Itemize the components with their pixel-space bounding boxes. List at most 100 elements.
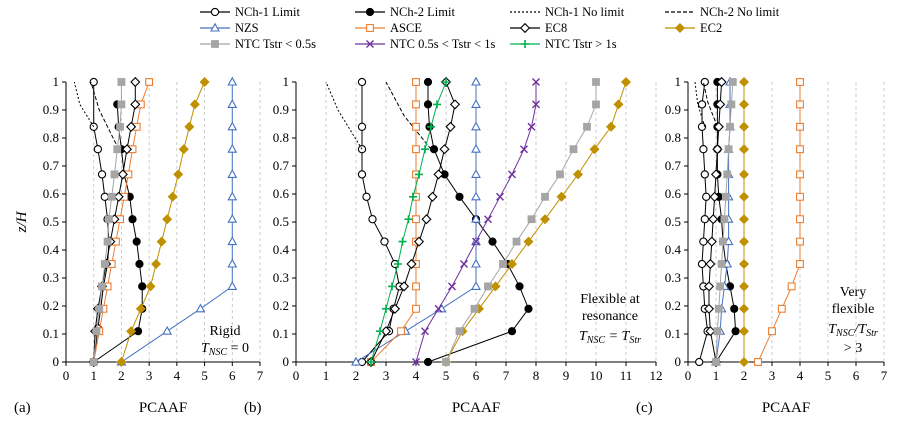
data-point — [471, 143, 481, 153]
data-point — [178, 144, 189, 155]
data-point — [705, 326, 716, 337]
data-point — [412, 304, 420, 313]
data-point — [184, 121, 195, 132]
data-point — [151, 258, 162, 270]
svg-text:flexible: flexible — [832, 302, 875, 317]
data-point — [539, 214, 551, 225]
series-ntc-tstr-0-5s — [442, 78, 600, 366]
data-point — [357, 77, 367, 87]
x-tick-label: 7 — [503, 368, 510, 383]
y-tick-label: 1 — [53, 74, 60, 89]
series-ec8 — [365, 76, 461, 368]
data-point — [110, 170, 119, 179]
data-point — [362, 192, 371, 201]
legend-marker — [211, 40, 219, 48]
series-nch-1-no-limit — [73, 81, 95, 128]
data-point — [488, 237, 497, 246]
data-point — [471, 169, 481, 178]
data-point — [709, 191, 720, 202]
data-point — [738, 191, 750, 202]
data-point — [702, 192, 711, 201]
y-tick-label: 0.9 — [273, 102, 289, 117]
data-point — [738, 356, 750, 368]
data-point — [429, 145, 439, 154]
x-tick-label: 2 — [741, 368, 748, 383]
data-point — [97, 170, 107, 179]
data-point — [471, 99, 481, 108]
data-point — [705, 258, 716, 270]
y-tick-label: 0 — [283, 354, 290, 369]
data-point — [98, 282, 106, 291]
data-point — [754, 358, 762, 366]
data-point — [716, 282, 725, 291]
legend-label: ASCE — [390, 21, 422, 35]
data-point — [727, 100, 736, 109]
data-point — [738, 258, 750, 270]
data-point — [130, 76, 141, 88]
legend-marker — [366, 40, 374, 48]
data-point — [710, 169, 722, 180]
data-point — [738, 236, 750, 247]
data-point — [135, 303, 146, 314]
data-point — [703, 303, 715, 314]
series-line — [757, 82, 801, 363]
data-point — [423, 357, 433, 367]
data-point — [556, 191, 567, 202]
data-point — [455, 192, 464, 201]
legend-entry-nch-2-limit: NCh-2 Limit — [355, 5, 455, 19]
data-point — [572, 169, 584, 180]
data-point — [796, 260, 804, 268]
data-point — [700, 215, 709, 224]
data-point — [138, 282, 147, 291]
data-point — [442, 78, 450, 86]
data-point — [796, 100, 804, 109]
legend-label: NTC 0.5s < Tstr < 1s — [390, 37, 496, 51]
data-point — [162, 325, 173, 335]
x-tick-label: 6 — [473, 368, 480, 383]
series-line — [445, 82, 597, 363]
series-line — [73, 81, 95, 128]
x-tick-label: 8 — [533, 368, 540, 383]
data-point — [439, 144, 450, 155]
data-point — [145, 78, 154, 86]
data-point — [484, 215, 492, 224]
series-ec2 — [116, 76, 210, 368]
data-point — [712, 358, 720, 366]
svg-text:Flexible at: Flexible at — [580, 292, 640, 307]
data-point — [787, 282, 796, 291]
data-point — [726, 122, 734, 131]
data-point — [730, 304, 739, 313]
data-point — [89, 77, 98, 87]
data-point — [382, 304, 390, 313]
data-point — [376, 327, 384, 336]
y-tick-label: 0.1 — [665, 326, 681, 341]
x-tick-label: 4 — [797, 368, 804, 383]
data-point — [227, 121, 238, 131]
x-tick-label: 10 — [590, 368, 603, 383]
data-point — [162, 214, 173, 225]
x-tick-label: 2 — [353, 368, 360, 383]
legend-entry-asce: ASCE — [355, 21, 422, 35]
x-tick-label: 3 — [769, 368, 776, 383]
data-point — [167, 191, 178, 202]
data-point — [227, 169, 238, 178]
legend-label: EC2 — [700, 21, 722, 35]
chart-panel-2: 0 1 2 3 4 5 6 7 8 9 10 11 1200.10.20.30.40.50.60.70.… — [244, 74, 663, 416]
data-point — [592, 78, 600, 86]
data-point — [113, 191, 124, 202]
data-point — [699, 237, 708, 246]
y-tick-label: 0.9 — [665, 102, 681, 117]
data-point — [723, 170, 732, 179]
x-tick-label: 4 — [413, 368, 420, 383]
y-tick-label: 0.6 — [43, 186, 60, 201]
data-point — [357, 170, 367, 179]
data-point — [706, 236, 717, 247]
data-point — [717, 260, 726, 268]
y-tick-label: 0.9 — [43, 102, 59, 117]
series-ntc-tstr-0-5s — [712, 78, 737, 366]
legend-marker — [521, 40, 529, 48]
data-point — [527, 215, 536, 224]
data-point — [796, 170, 804, 179]
data-point — [93, 145, 103, 154]
data-point — [195, 303, 206, 313]
